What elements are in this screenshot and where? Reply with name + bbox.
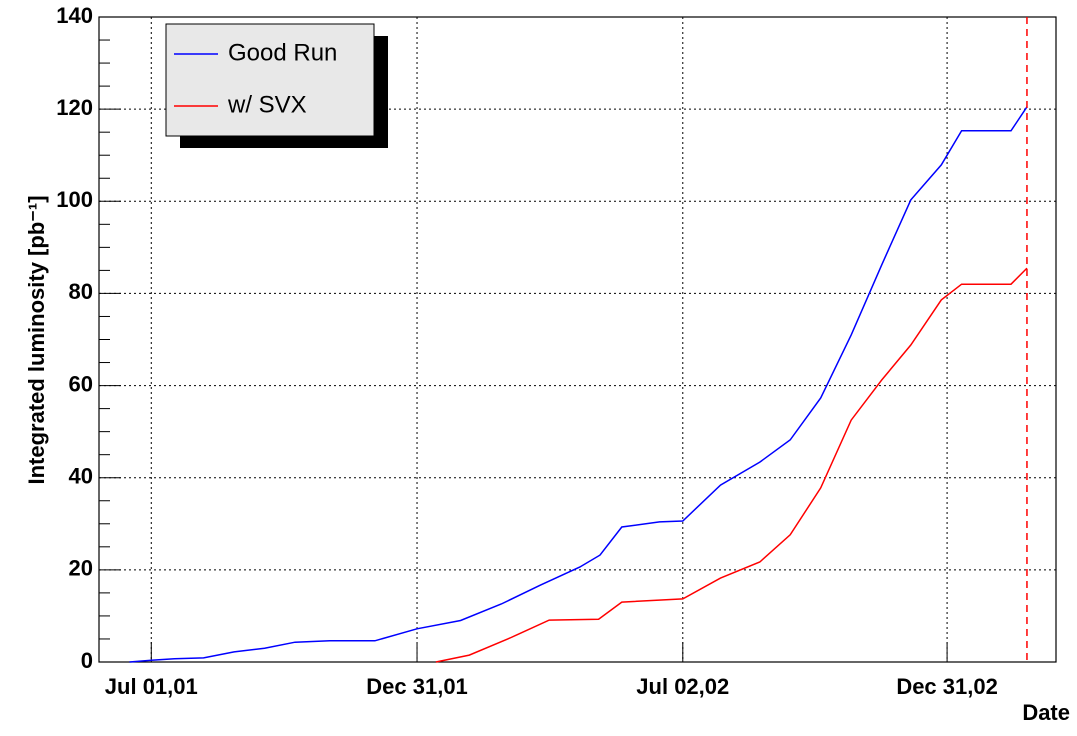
y-tick-label: 0 — [81, 648, 93, 673]
legend-box — [165, 23, 375, 137]
x-tick-label: Dec 31,02 — [896, 674, 998, 699]
x-axis-label: Date — [1022, 700, 1070, 725]
series-line — [435, 267, 1028, 663]
series-line — [129, 106, 1028, 663]
x-tick-label: Jul 01,01 — [105, 674, 198, 699]
y-tick-label: 20 — [69, 556, 93, 581]
x-tick-label: Dec 31,01 — [366, 674, 468, 699]
legend-label: Good Run — [228, 39, 337, 66]
y-axis-label: Integrated luminosity [pb⁻¹] — [24, 195, 49, 484]
legend-label: w/ SVX — [227, 91, 307, 118]
y-tick-label: 140 — [56, 3, 93, 28]
y-tick-label: 40 — [69, 464, 93, 489]
y-tick-label: 120 — [56, 95, 93, 120]
y-tick-label: 100 — [56, 187, 93, 212]
plot-frame — [98, 16, 1057, 663]
y-tick-label: 80 — [69, 279, 93, 304]
x-tick-label: Jul 02,02 — [636, 674, 729, 699]
y-tick-label: 60 — [69, 371, 93, 396]
